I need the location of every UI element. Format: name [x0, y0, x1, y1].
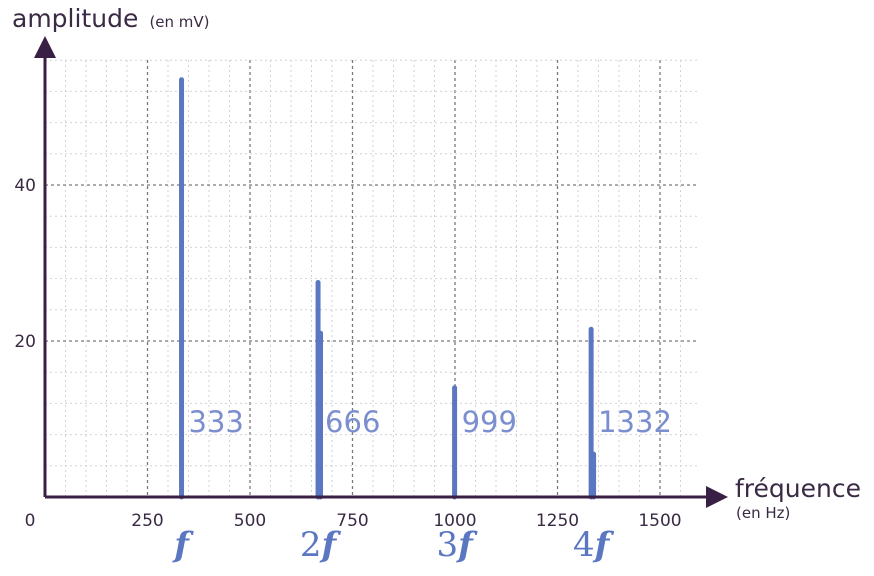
harmonic-label: f — [172, 525, 194, 565]
peak-label: 333 — [189, 405, 244, 439]
harmonic-symbol: f — [172, 525, 194, 565]
peak-label: 1332 — [598, 405, 672, 439]
x-axis-title: fréquence — [735, 474, 861, 503]
bars — [179, 77, 597, 500]
harmonic-label: 2f — [300, 525, 342, 565]
harmonic-coefficient: 2 — [300, 525, 322, 565]
harmonic-label: 4f — [573, 525, 615, 565]
x-tick-label: 1000 — [433, 511, 476, 531]
peak-label: 666 — [325, 405, 380, 439]
harmonic-label: 3f — [436, 525, 478, 565]
harmonic-coefficient: 4 — [573, 525, 595, 565]
x-axis-unit: (en Hz) — [736, 504, 790, 522]
x-tick-label: 750 — [336, 511, 368, 531]
y-axis-title: amplitude (en mV) — [12, 4, 210, 33]
axes — [34, 36, 728, 508]
x-tick-label: 250 — [131, 511, 163, 531]
y-tick-label: 20 — [14, 332, 36, 352]
x-tick-label: 500 — [234, 511, 266, 531]
harmonic-symbol: f — [320, 525, 342, 565]
y-axis-arrow-icon — [34, 36, 56, 58]
peak-labels: 333 666 999 1332 — [189, 405, 672, 439]
grid — [45, 59, 697, 497]
harmonic-coefficient: 3 — [436, 525, 458, 565]
harmonic-labels: f 2f 3f 4f — [172, 525, 614, 565]
x-axis-arrow-icon — [706, 486, 728, 508]
harmonic-symbol: f — [456, 525, 478, 565]
x-tick-label: 0 — [25, 511, 36, 531]
harmonic-symbol: f — [593, 525, 615, 565]
peak-label: 999 — [462, 405, 517, 439]
x-tick-label: 1250 — [536, 511, 579, 531]
y-tick-label: 40 — [14, 176, 36, 196]
x-tick-label: 1500 — [638, 511, 681, 531]
ticks: 0 250 500 750 1000 1250 1500 20 40 — [14, 176, 681, 531]
